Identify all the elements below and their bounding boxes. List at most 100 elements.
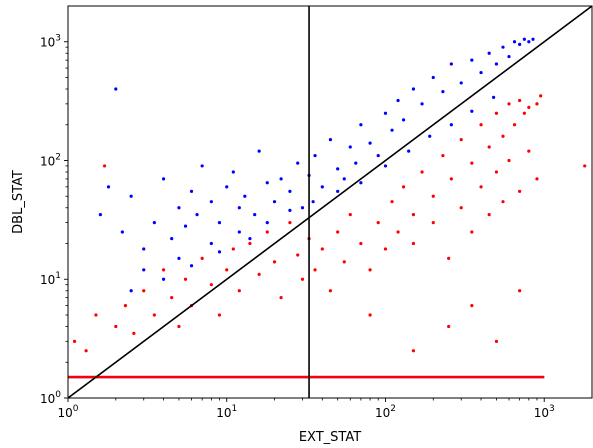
data-point xyxy=(535,102,539,106)
data-point xyxy=(98,213,102,217)
data-point xyxy=(152,313,156,317)
y-tick-label: 100 xyxy=(40,390,61,406)
data-point xyxy=(313,153,317,158)
data-point xyxy=(527,149,531,153)
data-point xyxy=(507,158,511,163)
data-point xyxy=(253,213,257,217)
x-tick-label: 102 xyxy=(375,404,396,420)
data-point xyxy=(279,296,283,300)
data-point xyxy=(84,349,88,353)
data-point xyxy=(459,81,463,85)
data-point xyxy=(257,272,261,276)
data-point xyxy=(383,111,388,115)
data-point xyxy=(336,167,340,171)
data-point xyxy=(368,141,372,145)
data-point xyxy=(411,213,416,217)
data-point xyxy=(501,200,505,204)
data-point xyxy=(359,241,363,246)
data-point xyxy=(396,230,400,234)
data-point xyxy=(368,313,372,317)
data-point xyxy=(288,189,292,193)
data-point xyxy=(401,185,406,189)
data-point xyxy=(368,268,372,272)
data-point xyxy=(411,241,416,246)
data-point xyxy=(320,247,324,251)
data-point xyxy=(200,256,204,260)
data-point xyxy=(479,185,483,189)
data-point xyxy=(114,87,118,91)
data-point xyxy=(106,185,111,189)
data-point xyxy=(487,213,491,217)
data-point xyxy=(217,250,222,254)
data-point xyxy=(243,194,247,198)
data-point xyxy=(209,200,213,204)
data-point xyxy=(535,177,539,181)
data-point xyxy=(470,303,474,308)
data-point xyxy=(183,277,188,281)
data-point xyxy=(411,349,416,353)
data-point xyxy=(248,236,252,241)
data-point xyxy=(170,236,174,241)
data-point xyxy=(300,277,305,281)
data-point xyxy=(354,161,358,165)
data-point xyxy=(129,289,133,293)
data-point xyxy=(272,200,277,204)
data-point xyxy=(300,206,305,210)
data-point xyxy=(487,51,491,55)
x-tick-label: 100 xyxy=(57,404,78,420)
data-point xyxy=(479,123,483,127)
data-point xyxy=(512,40,517,44)
data-point xyxy=(142,268,146,272)
data-point xyxy=(441,153,445,158)
data-point xyxy=(336,230,340,234)
data-point xyxy=(359,181,363,185)
y-tick-label: 101 xyxy=(40,271,61,287)
data-point xyxy=(225,268,229,272)
data-point xyxy=(200,164,204,168)
data-point xyxy=(152,220,156,225)
data-point xyxy=(431,220,435,225)
data-point xyxy=(177,256,181,260)
data-point xyxy=(539,94,543,98)
data-point xyxy=(177,324,181,329)
data-point xyxy=(189,264,194,268)
data-point xyxy=(142,289,146,293)
data-point xyxy=(449,123,453,127)
data-point xyxy=(225,185,229,189)
data-point xyxy=(336,189,340,193)
data-point xyxy=(237,230,241,234)
data-point xyxy=(348,213,352,217)
data-point xyxy=(420,170,424,174)
data-point xyxy=(470,58,474,62)
data-point xyxy=(470,161,474,165)
data-point xyxy=(431,75,435,80)
data-point xyxy=(518,42,522,46)
data-point xyxy=(94,313,98,317)
y-tick-label: 102 xyxy=(40,152,61,168)
data-point xyxy=(313,268,317,272)
data-point xyxy=(518,189,522,193)
plot-frame xyxy=(67,5,593,399)
data-point xyxy=(420,102,424,106)
y-tick-label: 103 xyxy=(40,34,61,50)
points-layer xyxy=(68,37,587,379)
data-point xyxy=(279,177,283,181)
data-point xyxy=(217,313,222,317)
data-point xyxy=(161,277,166,281)
data-point xyxy=(189,189,194,193)
data-point xyxy=(470,230,474,234)
data-point xyxy=(209,283,213,287)
data-point xyxy=(518,98,522,103)
data-point xyxy=(237,289,241,293)
data-point xyxy=(390,128,394,132)
data-point xyxy=(170,296,174,300)
data-point xyxy=(237,206,241,210)
data-point xyxy=(449,62,453,66)
data-point xyxy=(507,102,511,106)
data-point xyxy=(195,213,199,217)
series-1 xyxy=(68,94,587,379)
data-point xyxy=(161,268,166,272)
x-axis-label: EXT_STAT xyxy=(299,430,361,445)
data-point xyxy=(501,45,505,49)
data-point xyxy=(328,137,333,142)
